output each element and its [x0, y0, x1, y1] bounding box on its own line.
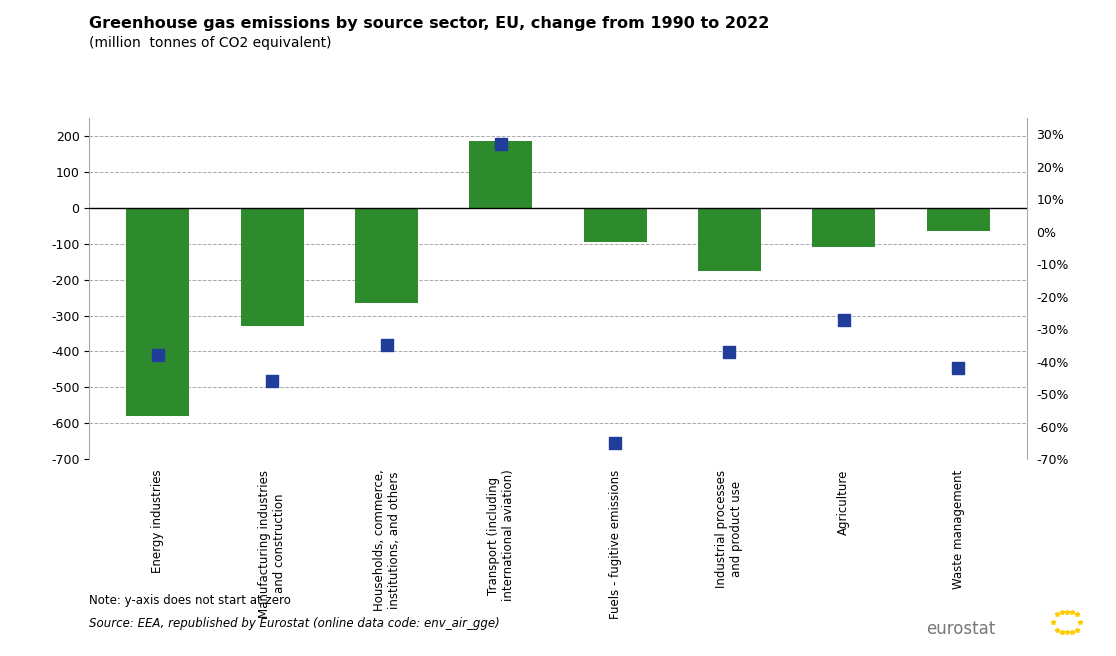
- Text: Source: EEA, republished by Eurostat (online data code: env_air_gge): Source: EEA, republished by Eurostat (on…: [89, 617, 500, 630]
- Bar: [470, 142, 532, 208]
- Point: [148, 350, 166, 361]
- Point: [835, 314, 853, 325]
- Bar: [926, 208, 990, 231]
- Text: Greenhouse gas emissions by source sector, EU, change from 1990 to 2022: Greenhouse gas emissions by source secto…: [89, 16, 770, 31]
- Bar: [126, 208, 190, 416]
- Bar: [584, 208, 646, 242]
- Point: [606, 438, 624, 448]
- Bar: [812, 208, 875, 247]
- Point: [950, 363, 968, 373]
- Bar: [355, 208, 418, 303]
- Point: [263, 376, 281, 386]
- Point: [377, 340, 395, 351]
- Bar: [241, 208, 304, 326]
- Text: eurostat: eurostat: [926, 620, 995, 638]
- Point: [492, 139, 510, 150]
- Text: (million  tonnes of CO2 equivalent): (million tonnes of CO2 equivalent): [89, 36, 331, 50]
- Point: [721, 347, 739, 358]
- Bar: [698, 208, 761, 271]
- Text: Note: y-axis does not start at zero: Note: y-axis does not start at zero: [89, 594, 291, 607]
